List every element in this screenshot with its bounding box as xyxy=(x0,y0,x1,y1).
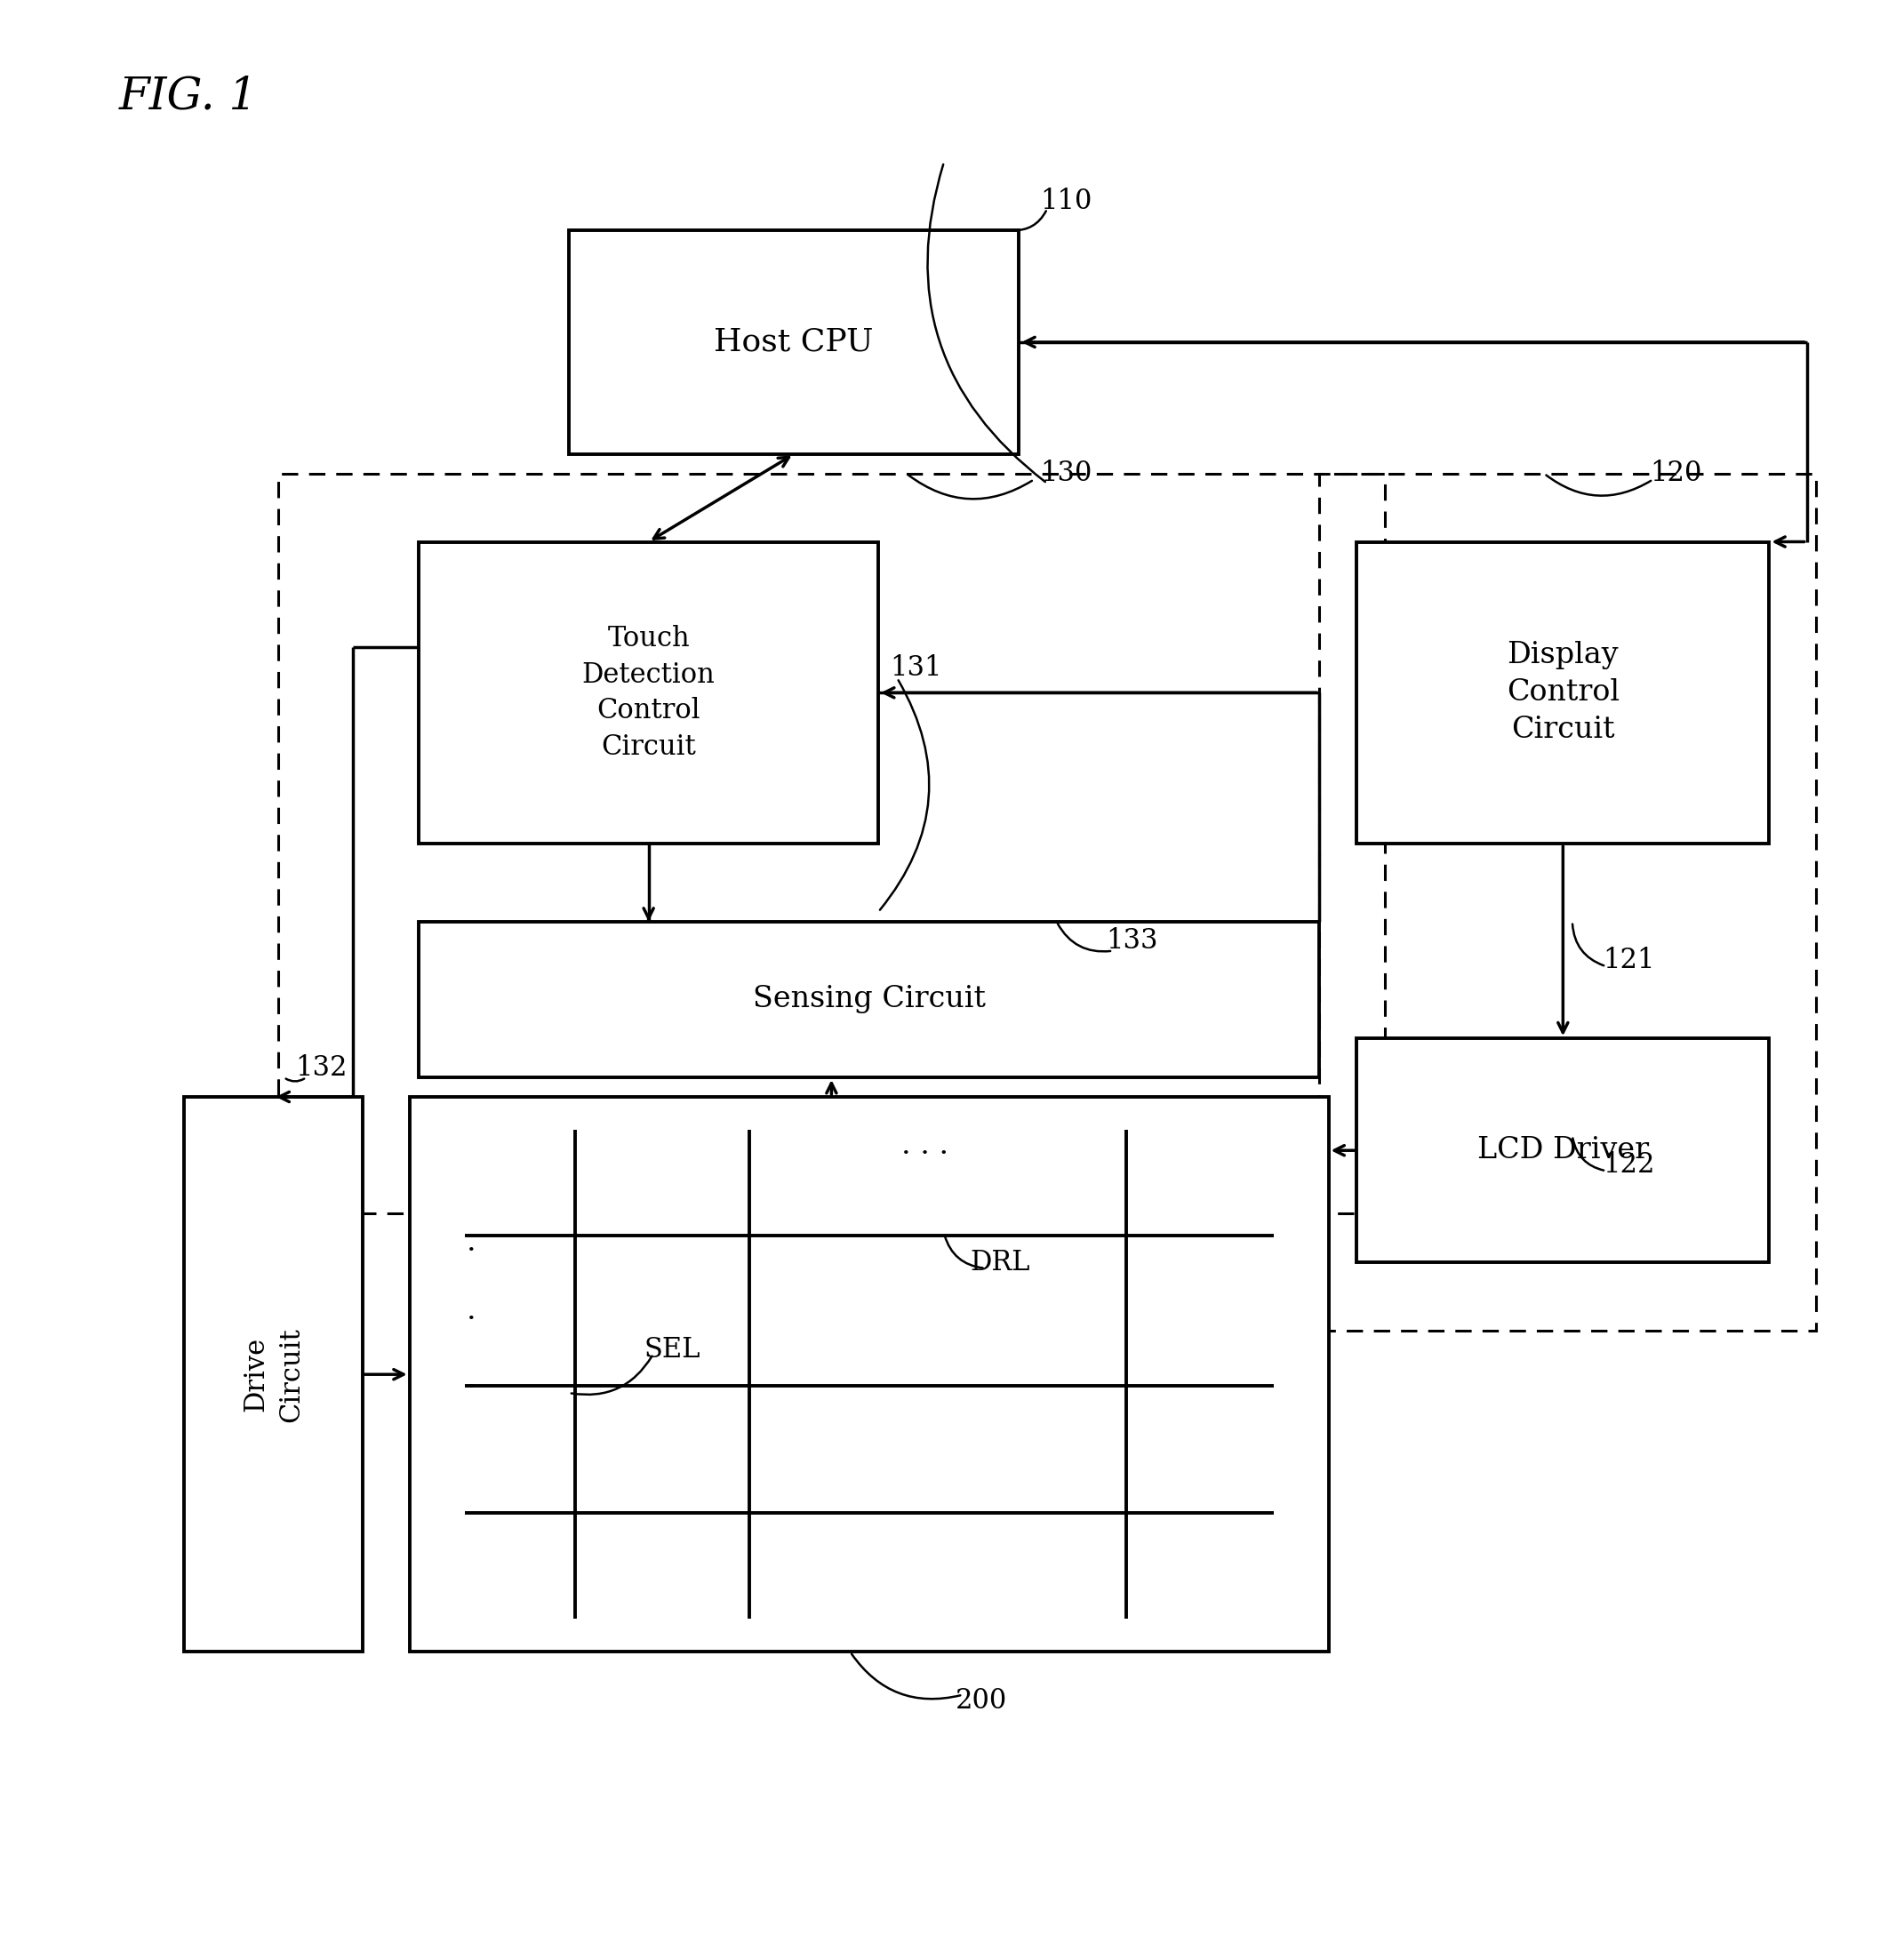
Bar xyxy=(1357,541,1769,843)
Text: 120: 120 xyxy=(1650,461,1701,488)
Bar xyxy=(278,474,1384,1213)
Bar xyxy=(419,921,1320,1078)
Bar xyxy=(419,541,878,843)
Text: 200: 200 xyxy=(955,1688,1008,1715)
Bar xyxy=(410,1098,1329,1652)
Text: 133: 133 xyxy=(1106,927,1157,955)
Text: FIG. 1: FIG. 1 xyxy=(119,74,259,118)
Bar xyxy=(568,229,1020,455)
Bar xyxy=(1357,1039,1769,1262)
Bar xyxy=(1320,474,1816,1331)
Text: .: . xyxy=(466,1364,476,1394)
Text: 132: 132 xyxy=(295,1054,347,1082)
Text: 121: 121 xyxy=(1603,947,1654,974)
Text: 131: 131 xyxy=(889,655,942,682)
Text: Host CPU: Host CPU xyxy=(714,327,874,357)
Text: 122: 122 xyxy=(1603,1151,1654,1178)
Text: SEL: SEL xyxy=(644,1337,700,1364)
Text: .: . xyxy=(466,1298,476,1325)
Text: Display
Control
Circuit: Display Control Circuit xyxy=(1507,641,1620,745)
Text: LCD Driver: LCD Driver xyxy=(1476,1137,1648,1164)
Text: Touch
Detection
Control
Circuit: Touch Detection Control Circuit xyxy=(582,625,716,760)
Text: DRL: DRL xyxy=(970,1249,1031,1276)
Text: .: . xyxy=(466,1229,476,1256)
Text: Sensing Circuit: Sensing Circuit xyxy=(753,986,986,1013)
Bar xyxy=(185,1098,362,1652)
Text: Drive
Circuit: Drive Circuit xyxy=(242,1327,306,1421)
Text: 130: 130 xyxy=(1040,461,1091,488)
Text: . . .: . . . xyxy=(902,1131,950,1160)
Text: 110: 110 xyxy=(1040,186,1091,216)
